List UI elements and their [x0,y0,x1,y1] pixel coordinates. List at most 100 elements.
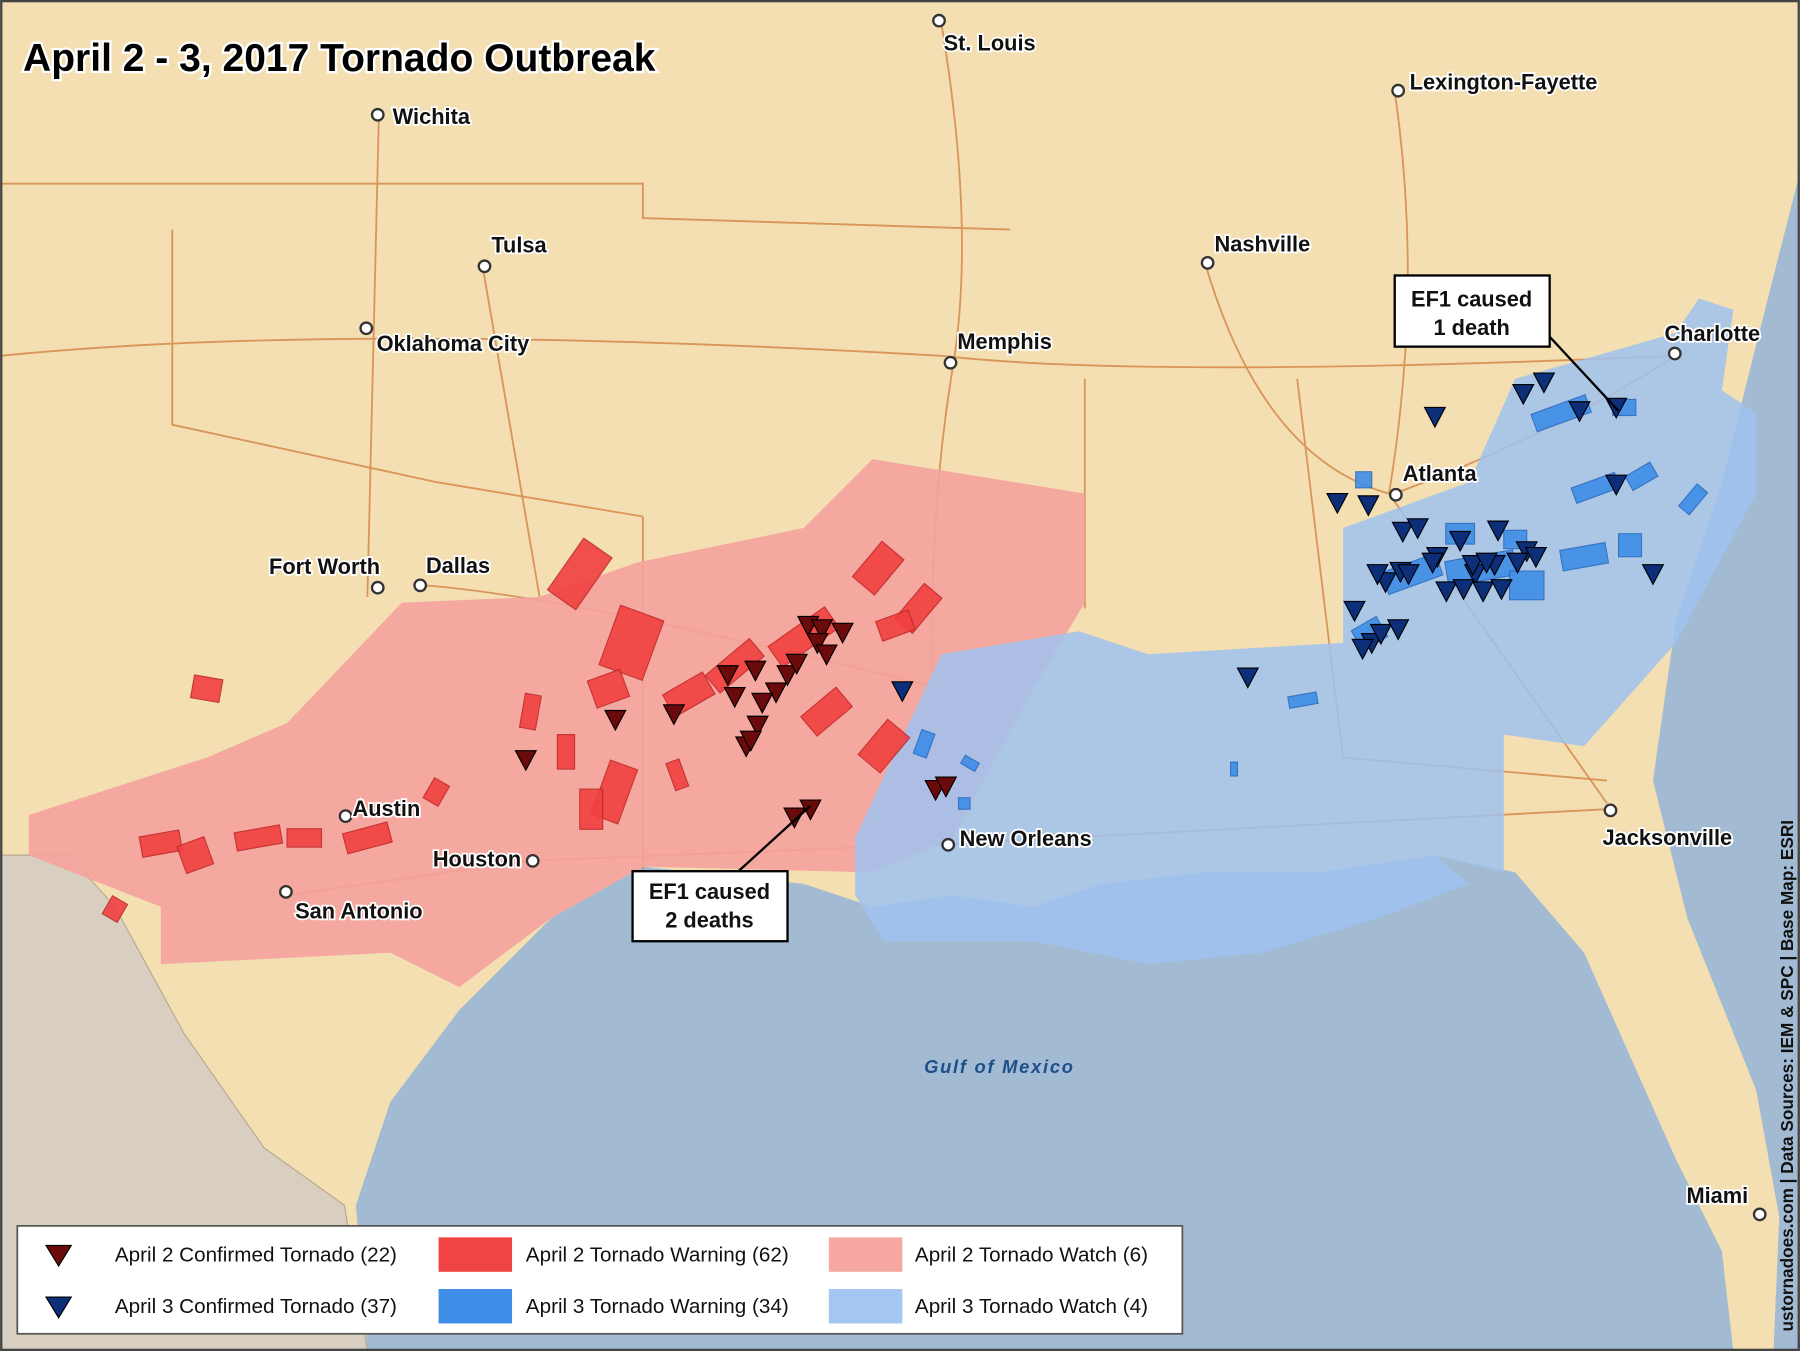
city-label: Houston [433,847,521,872]
city-dot [1667,346,1682,361]
warning-area [518,692,542,731]
april2-tornado [716,665,740,687]
annotation-box [631,870,789,943]
april3-tornado [1452,579,1475,601]
city-label: Austin [352,796,420,821]
april3-tornado [1486,520,1510,542]
warning-area [586,668,631,709]
city-dot [477,259,492,274]
warning-area [1617,533,1643,558]
city-dot [338,809,353,823]
legend-label: April 2 Tornado Warning (62) [526,1243,789,1266]
legend-swatch [828,1289,903,1324]
april2-tornado [723,686,746,709]
legend-label: April 2 Tornado Watch (6) [915,1243,1148,1266]
april3-tornado [1236,667,1260,689]
warning-area [957,797,971,810]
april3-tornado [1351,638,1374,661]
annotation-box [1393,274,1551,348]
april2-tornado [750,692,774,715]
city-dot [370,107,385,122]
april2-tornado [785,653,808,676]
city-label: Fort Worth [269,554,380,579]
warning-area [579,788,604,830]
city-dot [525,853,540,868]
april3-tornado [1357,495,1380,517]
april3-tornado [1506,552,1529,574]
april3-tornado [1423,406,1447,429]
cities: St. Louis Wichita Lexington-Fayette Tulsa Na… [267,13,1767,1222]
warning-area [1230,761,1239,777]
warning-area [912,728,936,759]
april3-tornado [1343,600,1366,623]
warning-area [189,674,224,704]
april3-tornado [1490,579,1513,601]
city-dot [1752,1207,1767,1222]
april3-tornado [1421,552,1444,574]
city-label: Atlanta [1403,461,1478,486]
city-label: St. Louis [944,31,1036,56]
annotation-text: EF1 caused [649,879,770,904]
city-label: New Orleans [960,826,1092,851]
city-dot [1200,255,1215,270]
april3-tornado [1524,546,1548,569]
city-dot [1603,803,1618,818]
april2-tornado [815,644,838,666]
city-dot [413,578,428,593]
april2-tornado [806,633,829,655]
water-label: Gulf of Mexico [924,1056,1075,1077]
annotation-text: 1 death [1433,315,1509,340]
warning-area [1287,691,1319,709]
warning-area [665,758,690,792]
city-label: Memphis [957,329,1051,354]
legend-swatch [44,1296,73,1319]
warning-area [1355,471,1373,489]
april3-tornado [1532,372,1556,394]
warning-area [176,836,215,875]
legend-swatch [828,1237,903,1272]
april2-tornado [810,619,834,641]
april2-tornado [662,704,686,726]
warning-area [959,754,981,773]
warning-area [286,828,323,848]
april3-tornado [891,681,914,703]
title: April 2 - 3, 2017 Tornado Outbreak [23,37,656,80]
april3-tornado [1369,623,1393,646]
april3-tornado [1366,564,1389,586]
april2-tornado [514,750,538,772]
april3-tornado [1461,554,1485,577]
april3-tornado [1435,581,1458,603]
city-label: Nashville [1215,231,1311,256]
april3-tornado [1406,518,1429,540]
warning-area [101,895,129,924]
april3-tornado [1326,492,1349,515]
warning-area [341,821,393,855]
city-dot [932,13,946,28]
city-label: Miami [1686,1183,1748,1208]
legend-box [16,1225,1184,1335]
warning-area [857,718,911,774]
april2-tornado [746,715,769,737]
city-dot [359,321,374,336]
april3-tornado [1448,530,1472,553]
april2-tornado [744,660,767,682]
legend-label: April 3 Confirmed Tornado (37) [115,1295,397,1318]
city-label: Tulsa [491,233,547,258]
legend-label: April 2 Confirmed Tornado (22) [115,1243,397,1266]
city-label: Dallas [426,553,490,578]
warning-area [874,609,916,642]
april3-tornado [1391,521,1415,544]
annotation-text: 2 deaths [665,907,753,932]
legend-label: April 3 Tornado Warning (34) [526,1295,789,1318]
april2-watch [28,459,1085,988]
leader-line [1543,329,1620,412]
april3-watch [855,298,1757,965]
legend-label: April 3 Tornado Watch (4) [915,1295,1148,1318]
city-label: San Antonio [295,898,423,923]
april3-tornado [1397,564,1420,586]
warning-area [138,829,184,858]
april2-tornado [783,807,806,829]
